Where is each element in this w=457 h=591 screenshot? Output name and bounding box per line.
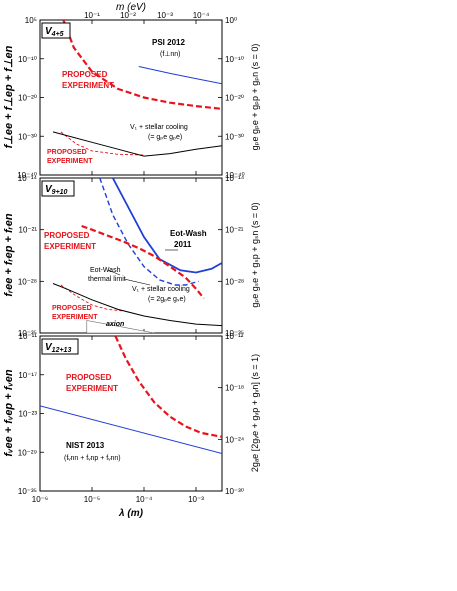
- p2-ytick-right-label: 10⁻³⁵: [225, 329, 244, 338]
- p2-axion-label: axion: [106, 321, 124, 328]
- p2-ytick-left-label: 10⁻³⁵: [18, 329, 37, 338]
- panel-3-label: V12+13: [45, 342, 71, 354]
- p3-series-nist-2013: [40, 405, 222, 454]
- p2-proposed-lower-line2: EXPERIMENT: [52, 314, 98, 321]
- p2-proposed-upper-line1: PROPOSED: [44, 231, 90, 240]
- panel-1-ylabel-right: gₚe gₚe + gₚp + gₚn (s = 0): [250, 44, 260, 151]
- p3-ytick-right-label: 10⁻²⁴: [225, 435, 245, 444]
- p2-thermal-line1: Eot-Wash: [90, 267, 121, 274]
- p1-series-proposed-upper: [62, 20, 222, 110]
- p1-proposed-upper-line2: EXPERIMENT: [62, 81, 114, 90]
- p2-eotwash-line1: Eot-Wash: [170, 229, 207, 238]
- p2-eotwash-line2: 2011: [174, 240, 192, 249]
- panel-2-label-box: [41, 180, 75, 197]
- p3-nist-label: NIST 2013: [66, 441, 105, 450]
- p2-ytick-left-label: 10⁻²¹: [19, 226, 38, 235]
- top-axis-label: m (eV): [116, 2, 146, 13]
- p1-ytick-left-label: 10⁻¹⁰: [18, 55, 37, 64]
- p1-ytick-right-label: 10⁻¹⁰: [225, 55, 244, 64]
- panel-2-label: V9+10: [45, 184, 68, 196]
- p3-ytick-left-label: 10⁻²³: [19, 410, 38, 419]
- p3-series-group: [40, 336, 222, 454]
- p3-ytick-right-label: 10⁻¹⁸: [225, 384, 244, 393]
- p1-proposed-upper-line1: PROPOSED: [62, 70, 108, 79]
- top-tick-0: 10⁻¹: [84, 11, 100, 20]
- p1-ytick-left-label: 10⁻²⁰: [18, 94, 37, 103]
- p1-series-proposed-lower: [60, 131, 145, 156]
- p3-proposed-line2: EXPERIMENT: [66, 384, 118, 393]
- p1-ytick-left-label: 10⁻³⁰: [18, 132, 37, 141]
- panel-3-label-box: [41, 338, 79, 355]
- panel-3-ylabel-left: fᵥee + fᵥep + fᵥen: [3, 369, 15, 456]
- p1-stellar-label: V₁ + stellar cooling: [130, 124, 188, 131]
- p2-thermal-line2: thermal limit: [88, 276, 126, 283]
- p3-ytick-left-label: 10⁻¹¹: [19, 332, 38, 341]
- p1-ytick-right-label: 10⁻⁴⁰: [225, 171, 245, 180]
- p1-proposed-lower-line1: PROPOSED: [47, 149, 87, 156]
- p1-stellar-sub: (= gₚe gₚe): [148, 134, 182, 141]
- p1-series-group: [52, 20, 222, 157]
- panel-1-label-box: [41, 22, 71, 39]
- p2-ytick-left-label: 10⁻²⁸: [18, 277, 37, 286]
- p1-psi-sub: (f⊥nn): [160, 51, 181, 58]
- p1-ytick-left-label: 10⁵: [25, 16, 37, 25]
- p2-ytick-left-label: 10⁻¹⁴: [18, 174, 38, 183]
- p1-ytick-right-label: 10⁰: [225, 16, 237, 25]
- axion-region: [86, 320, 155, 333]
- p2-leader-line: [107, 269, 121, 276]
- p2-series-proposed-lower: [60, 284, 124, 312]
- top-tick-2: 10⁻³: [157, 11, 173, 20]
- p3-ytick-right-label: 10⁻³⁰: [225, 487, 244, 496]
- bottom-tick-3: 10⁻³: [188, 495, 204, 504]
- p2-stellar-sub: (= 2gₚe gₛe): [148, 296, 186, 303]
- p2-proposed-upper-line2: EXPERIMENT: [44, 242, 96, 251]
- p1-series-stellar: [52, 131, 222, 157]
- bottom-tick-0: 10⁻⁶: [32, 495, 48, 504]
- p2-ytick-right-label: 10⁻²¹: [225, 226, 244, 235]
- p2-stellar-label: V₁ + stellar cooling: [132, 286, 190, 293]
- p3-series-proposed: [114, 336, 222, 438]
- p3-proposed-line1: PROPOSED: [66, 373, 112, 382]
- p2-series-proposed-upper: [81, 224, 205, 299]
- p1-ytick-left-label: 10⁻⁴⁰: [17, 171, 37, 180]
- panel-2-ylabel-left: fᵣee + fᵣep + fᵣen: [3, 213, 15, 296]
- p2-ytick-right-label: 10⁻²⁸: [225, 277, 244, 286]
- p2-ytick-right-label: 10⁻¹⁴: [225, 174, 245, 183]
- panel-1-label: V4+5: [45, 26, 64, 38]
- p2-proposed-lower-line1: PROPOSED: [52, 305, 92, 312]
- p3-ytick-left-label: 10⁻¹⁷: [18, 371, 37, 380]
- panel-1-ylabel-left: f⊥ee + f⊥ep + f⊥en: [3, 45, 15, 148]
- p2-series-group: [52, 178, 222, 333]
- p1-psi-label: PSI 2012: [152, 38, 185, 47]
- panel-3-frame: [39, 335, 223, 492]
- top-tick-3: 10⁻⁴: [193, 11, 210, 20]
- p2-series-stellar: [52, 283, 222, 327]
- p3-ytick-left-label: 10⁻²⁹: [18, 448, 37, 457]
- panel-3-ylabel-right: 2gₐe [2gᵥe + gᵥp + gᵥn] (s = 1): [250, 354, 260, 472]
- bottom-tick-2: 10⁻⁴: [136, 495, 153, 504]
- p2-leader-line: [123, 278, 151, 286]
- bottom-axis-label: λ (m): [118, 508, 144, 519]
- p1-ytick-right-label: 10⁻²⁰: [225, 94, 244, 103]
- p3-ytick-right-label: 10⁻¹²: [225, 332, 244, 341]
- p1-ytick-right-label: 10⁻³⁰: [225, 132, 244, 141]
- p1-series-psi-2012: [138, 66, 222, 85]
- p1-proposed-lower-line2: EXPERIMENT: [47, 158, 93, 165]
- p2-series-eot-wash-2011: [112, 178, 222, 274]
- p3-nist-sub: (fᵥnn + fᵥnp + fᵥnn): [64, 455, 121, 462]
- panel-2-ylabel-right: gₚe gₛe + gₛp + gₛn (s = 0): [250, 202, 260, 307]
- bottom-tick-1: 10⁻⁵: [84, 495, 100, 504]
- top-tick-1: 10⁻²: [120, 11, 136, 20]
- p3-ytick-left-label: 10⁻³⁵: [18, 487, 37, 496]
- p2-series-eot-wash-thermal: [99, 178, 199, 286]
